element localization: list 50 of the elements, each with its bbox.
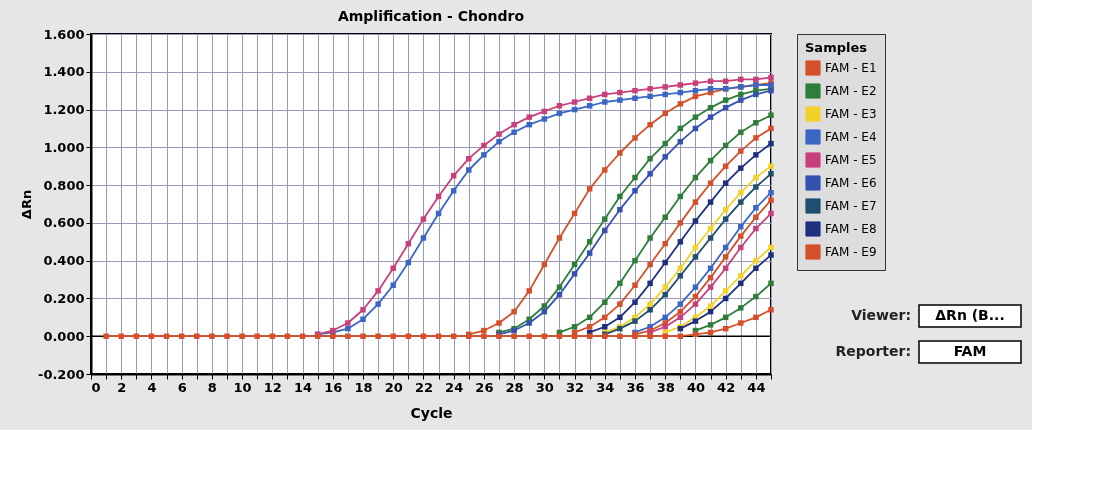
x-tick-label: 20: [384, 379, 403, 395]
y-tick-label: 1.600: [43, 26, 85, 42]
y-tick-label: 1.200: [43, 102, 85, 118]
x-tick-label: 30: [535, 379, 554, 395]
x-tick-label: 2: [117, 379, 127, 395]
legend-label: FAM - E7: [825, 199, 877, 213]
y-tick-label: 1.400: [43, 64, 85, 80]
text: Reporter:: [835, 343, 911, 359]
x-tick-label: 26: [475, 379, 494, 395]
x-tick-label: 18: [354, 379, 373, 395]
y-tick-label: 0.400: [43, 253, 85, 269]
legend-label: FAM - E4: [825, 130, 877, 144]
x-tick-label: 4: [147, 379, 157, 395]
legend-title: Samples: [805, 40, 868, 55]
x-tick-label: 38: [656, 379, 675, 395]
x-tick-label: 6: [177, 379, 187, 395]
legend-label: FAM - E2: [825, 84, 877, 98]
legend-label: FAM - E5: [825, 153, 877, 167]
legend-label: FAM - E6: [825, 176, 877, 190]
text: FAM: [953, 343, 987, 359]
x-tick-label: 16: [324, 379, 343, 395]
legend-label: FAM - E1: [825, 61, 877, 75]
x-tick-label: 36: [626, 379, 645, 395]
x-tick-label: 22: [414, 379, 433, 395]
x-axis-title: Cycle: [410, 404, 453, 421]
x-tick-label: 40: [686, 379, 705, 395]
y-tick-label: 0.800: [43, 177, 85, 193]
legend-label: FAM - E3: [825, 107, 877, 121]
y-axis-title: ΔRn: [18, 189, 34, 220]
x-tick-label: 8: [207, 379, 217, 395]
legend-label: FAM - E8: [825, 222, 877, 236]
y-tick-label: 1.000: [43, 139, 85, 155]
x-tick-label: 28: [505, 379, 524, 395]
y-tick-label: 0.000: [43, 328, 85, 344]
y-tick-label: -0.200: [37, 366, 85, 382]
y-tick-label: 0.200: [43, 290, 85, 306]
chart-title: Amplification - Chondro: [337, 8, 525, 24]
legend-label: FAM - E9: [825, 245, 877, 259]
y-tick-label: 0.600: [43, 215, 85, 231]
x-tick-label: 32: [566, 379, 585, 395]
x-tick-label: 10: [233, 379, 252, 395]
x-tick-label: 0: [91, 379, 101, 395]
x-tick-label: 42: [717, 379, 736, 395]
text: ΔRn (B...: [935, 307, 1005, 323]
x-tick-label: 14: [294, 379, 313, 395]
x-tick-label: 12: [263, 379, 282, 395]
x-tick-label: 34: [596, 379, 615, 395]
text: Viewer:: [851, 307, 911, 323]
x-tick-label: 24: [445, 379, 464, 395]
x-tick-label: 44: [747, 379, 766, 395]
